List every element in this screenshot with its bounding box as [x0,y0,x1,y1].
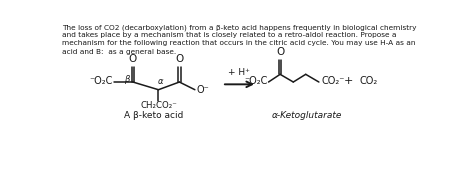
Text: CH₂CO₂⁻: CH₂CO₂⁻ [140,101,177,110]
Text: CO₂: CO₂ [360,76,378,86]
Text: + H⁺: + H⁺ [228,68,250,77]
Text: ⁻O₂C: ⁻O₂C [245,76,268,86]
Text: α: α [157,77,163,86]
Text: O: O [129,54,137,64]
Text: ⁻O₂C: ⁻O₂C [90,76,113,86]
Text: mechanism for the following reaction that occurs in the citric acid cycle. You m: mechanism for the following reaction tha… [63,40,416,46]
Text: O: O [175,54,183,64]
Text: O⁻: O⁻ [196,85,209,95]
Text: acid and B:  as a general base.: acid and B: as a general base. [63,48,177,55]
Text: The loss of CO2 (decarboxylation) from a β-keto acid happens frequently in biolo: The loss of CO2 (decarboxylation) from a… [63,24,417,31]
Text: α-Ketoglutarate: α-Ketoglutarate [272,111,342,119]
Text: and takes place by a mechanism that is closely related to a retro-aldol reaction: and takes place by a mechanism that is c… [63,32,397,38]
Text: CO₂⁻: CO₂⁻ [321,76,345,86]
Text: A β-keto acid: A β-keto acid [124,111,183,119]
Text: +: + [344,76,353,86]
Text: O: O [276,47,284,57]
Text: β: β [124,75,129,84]
